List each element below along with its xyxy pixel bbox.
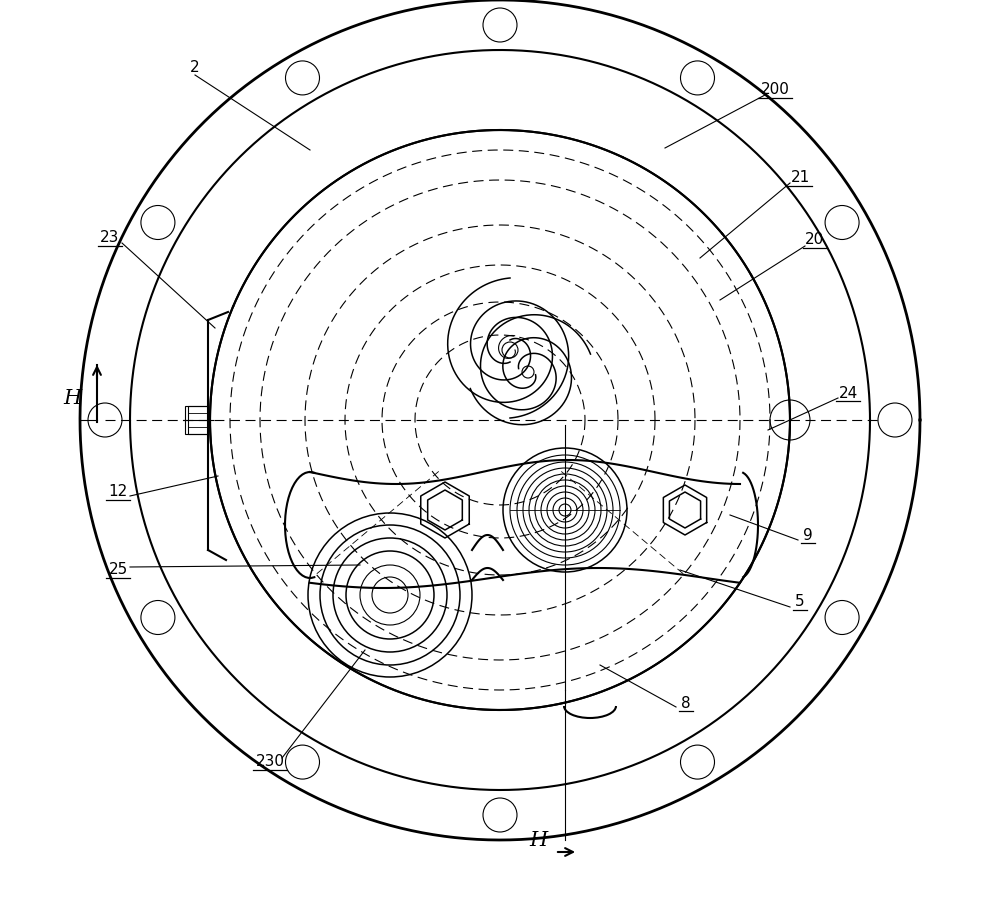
- Text: H: H: [63, 388, 81, 408]
- Text: 21: 21: [790, 171, 810, 186]
- Text: 23: 23: [100, 230, 120, 246]
- Text: 2: 2: [190, 60, 200, 76]
- Text: 9: 9: [803, 527, 813, 543]
- Bar: [185, 406, 208, 434]
- Text: 20: 20: [805, 232, 825, 248]
- Text: 24: 24: [838, 386, 858, 400]
- Text: 5: 5: [795, 594, 805, 610]
- Text: H: H: [529, 831, 547, 849]
- Text: 25: 25: [108, 562, 128, 578]
- Text: 8: 8: [681, 696, 691, 710]
- Text: 230: 230: [256, 754, 285, 770]
- Text: 12: 12: [108, 484, 128, 499]
- Text: 200: 200: [761, 82, 789, 98]
